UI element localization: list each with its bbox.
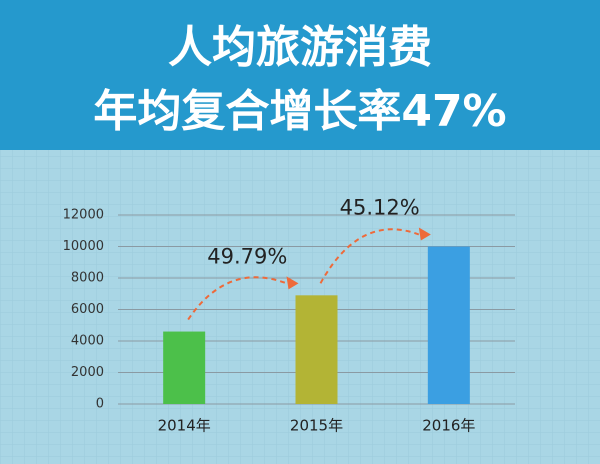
arrow-head [286,276,299,290]
y-tick-label: 10000 [63,239,104,254]
x-tick-label: 2015年 [290,417,343,435]
y-tick-label: 2000 [71,365,104,380]
x-tick-label: 2014年 [158,417,211,435]
header-band [0,0,600,150]
y-tick-label: 4000 [71,334,104,349]
bar [427,246,470,404]
chart-subtitle: 年均复合增长率47% [93,86,506,137]
growth-arrow [319,228,420,284]
x-tick-label: 2016年 [422,417,475,435]
y-tick-label: 8000 [71,271,104,286]
y-tick-label: 6000 [71,302,104,317]
y-tick-label: 12000 [63,208,104,223]
arrow-head [418,227,431,241]
bar [163,331,206,404]
chart-title: 人均旅游消费 [168,22,432,73]
bar [295,295,338,404]
growth-arrow [187,276,287,321]
annotation: 45.12% [340,196,420,220]
y-tick-label: 0 [96,397,104,412]
annotation: 49.79% [207,244,287,268]
